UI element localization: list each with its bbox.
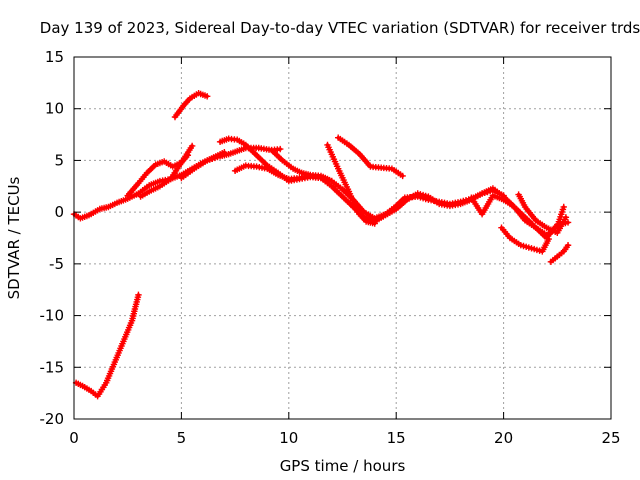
x-tick-label: 20 [494,429,513,447]
data-series [515,191,570,236]
data-series [498,224,552,255]
chart-title: Day 139 of 2023, Sidereal Day-to-day VTE… [40,19,640,37]
y-tick-label: 5 [54,151,64,169]
data-series [137,142,196,200]
x-tick-label: 15 [387,429,406,447]
data-point-marker [564,219,572,226]
y-tick-label: -15 [40,358,65,376]
data-point-marker [277,145,284,153]
data-point-marker [135,291,142,299]
y-tick-label: 0 [54,203,64,221]
plot-frame [73,56,612,420]
data-series [171,90,211,121]
ticks: 0 5 10 15 20 25 -20 -15 -10 -5 0 5 10 15 [40,48,621,447]
y-tick-label: -20 [40,410,65,428]
x-tick-label: 0 [69,429,79,447]
x-tick-label: 10 [279,429,298,447]
grid [74,57,611,419]
data-point-marker [564,242,572,249]
data-point-marker [560,203,567,211]
data-marks [70,90,572,400]
y-tick-label: -5 [49,255,64,273]
data-point-marker [399,172,406,180]
data-series [335,134,406,180]
x-tick-label: 5 [177,429,187,447]
data-point-marker [545,235,552,243]
y-tick-label: 10 [45,100,64,118]
data-series [547,242,572,265]
x-tick-label: 25 [601,429,620,447]
data-series [324,141,378,227]
x-axis-label: GPS time / hours [280,457,406,475]
data-series [72,291,142,400]
y-tick-label: -10 [40,307,65,325]
data-point-marker [203,93,211,100]
data-point-marker [562,214,570,221]
y-axis-label: SDTVAR / TECUs [5,176,23,299]
y-tick-label: 15 [45,48,64,66]
data-point-marker [188,142,196,150]
